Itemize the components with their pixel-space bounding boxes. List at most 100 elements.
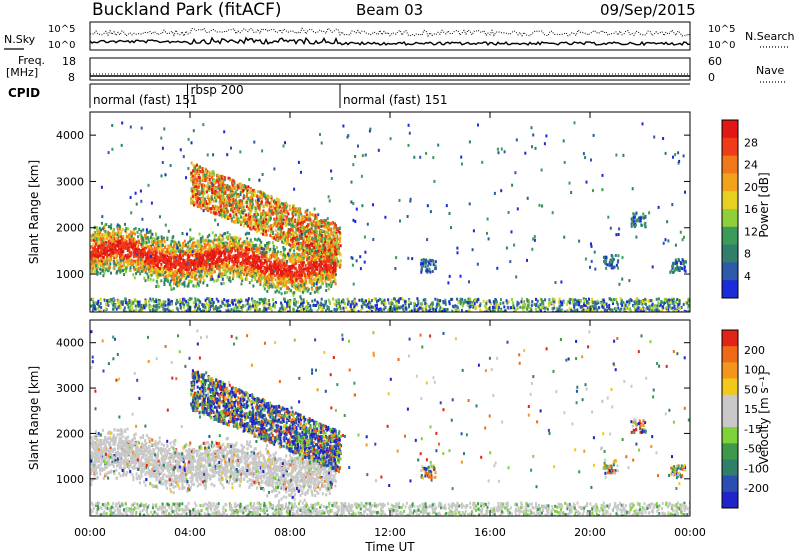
data-cell [269,256,272,260]
data-cell [231,264,234,268]
data-cell [208,306,210,310]
data-cell [107,249,110,253]
data-cell [207,297,210,301]
data-cell [175,282,177,286]
data-cell [253,267,255,270]
data-cell [234,270,236,274]
data-cell [615,298,617,301]
data-cell [268,267,271,271]
data-cell [557,300,560,304]
data-cell [217,299,220,303]
data-cell [247,259,250,263]
data-cell [216,266,218,270]
data-cell [288,257,291,261]
data-cell [194,299,197,303]
data-cell [253,251,256,255]
data-cell [239,298,242,301]
data-cell [252,270,255,274]
data-cell [163,246,166,249]
data-cell [323,273,326,277]
data-cell [289,280,292,284]
data-cell [315,279,318,283]
data-cell [647,299,650,303]
data-cell [271,285,273,289]
data-cell [192,237,195,241]
data-cell [415,304,418,308]
data-cell [280,264,283,268]
data-cell [237,264,240,268]
site-title: Buckland Park (fitACF) [92,0,282,20]
data-cell [202,247,205,251]
data-cell [312,258,315,262]
data-cell [236,248,239,252]
data-cell [245,239,248,242]
data-cell [249,256,252,260]
data-cell [238,239,240,243]
data-cell [313,303,315,307]
data-cell [404,306,407,310]
data-cell [260,277,263,281]
data-cell [393,307,396,311]
data-cell [641,300,644,303]
data-cell [505,299,508,303]
data-cell [100,309,103,312]
data-cell [191,271,194,275]
data-cell [281,270,284,274]
data-cell [353,301,356,305]
data-cell [248,266,251,270]
data-cell [281,304,284,308]
data-cell [188,298,191,302]
data-cell [160,279,163,283]
data-cell [233,263,236,266]
data-cell [111,240,114,243]
data-cell [310,269,313,273]
data-cell [148,255,151,259]
data-cell [167,244,170,248]
data-cell [278,282,281,286]
data-cell [321,241,324,245]
data-cell [206,248,209,252]
data-cell [113,262,116,266]
data-cell [138,255,141,259]
data-cell [186,265,189,269]
data-cell [172,287,175,291]
data-cell [645,307,648,311]
data-cell [148,299,150,303]
data-cell [281,260,283,264]
data-cell [309,266,312,270]
data-cell [377,308,380,312]
data-cell [475,300,478,304]
data-cell [371,305,374,309]
data-cell [342,306,345,310]
data-cell [261,269,264,273]
data-cell [118,224,121,228]
data-cell [528,299,530,302]
data-cell [249,238,252,242]
data-cell [226,264,229,268]
data-cell [659,303,662,307]
data-cell [120,247,122,251]
data-cell [120,229,123,233]
data-cell [323,261,326,265]
data-cell [207,254,210,258]
data-cell [597,306,600,309]
data-cell [146,245,149,249]
data-cell [274,278,277,282]
data-cell [228,249,231,253]
data-cell [251,241,254,245]
data-cell [339,307,342,311]
data-cell [165,277,168,281]
data-cell [264,280,267,284]
data-cell [672,308,675,312]
data-cell [307,252,309,256]
data-cell [528,310,531,312]
data-cell [214,196,216,199]
data-cell [107,303,110,307]
data-cell [270,271,273,275]
data-cell [459,297,462,301]
data-cell [308,271,311,275]
data-cell [325,265,328,269]
data-cell [439,305,442,309]
data-cell [651,302,654,306]
data-cell [298,274,301,278]
